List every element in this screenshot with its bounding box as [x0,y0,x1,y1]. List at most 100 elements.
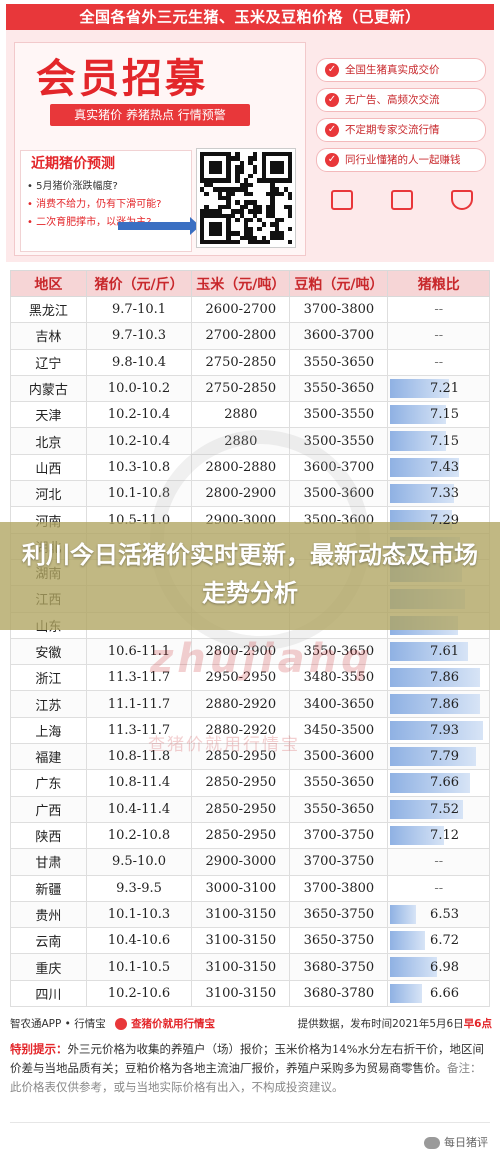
cell-pig-grain-ratio: 7.33 [387,480,490,508]
qr-code[interactable] [196,148,296,248]
ratio-value: 6.98 [430,959,459,975]
ratio-value: 7.12 [430,828,459,844]
table-row: 江苏 11.1-11.7 2880-2920 3400-3650 7.86 [10,690,490,718]
cell-corn-price: 2950-2950 [191,664,291,692]
cell-corn-price: 2850-2950 [191,821,291,850]
cell-corn-price: 3100-3150 [191,953,291,981]
cell-pig-price: 9.7-10.3 [85,322,193,350]
arrow-icon [118,217,200,235]
cell-pig-price: 11.3-11.7 [85,664,193,692]
cell-pig-grain-ratio: 6.66 [387,979,490,1008]
cell-region: 江苏 [10,690,87,718]
cell-corn-price: 2850-2950 [191,743,291,771]
ratio-value: 7.66 [430,775,459,791]
cell-pig-grain-ratio: -- [387,874,490,902]
cell-pig-price: 9.3-9.5 [85,874,193,902]
cell-corn-price: 3100-3150 [191,927,291,955]
table-row: 甘肃 9.5-10.0 2900-3000 3700-3750 -- [10,848,490,876]
special-notice: 特别提示：外三元价格为收集的养殖户（场）报价；玉米价格为14%水分左右折干价，地… [10,1040,492,1097]
forecast-item: • 5月猪价涨跌幅度? [27,181,118,192]
cell-pig-price: 10.1-10.8 [85,480,193,508]
ratio-value: 6.72 [430,933,459,949]
ratio-bar [390,484,455,504]
cell-soymeal-price: 3600-3700 [289,322,389,350]
ratio-value: 7.43 [430,459,459,475]
ratio-bar [390,799,464,819]
ratio-bar [390,405,446,425]
ratio-value: 7.61 [430,644,459,659]
cell-pig-grain-ratio: 7.86 [387,690,490,718]
table-row: 北京 10.2-10.4 2880 3500-3550 7.15 [10,427,490,455]
cell-pig-price: 10.4-11.4 [85,795,193,823]
cell-soymeal-price: 3500-3550 [289,401,389,429]
divider [10,1122,490,1123]
cell-region: 河北 [10,480,87,508]
cell-soymeal-price: 3500-3600 [289,480,389,508]
table-row: 河北 10.1-10.8 2800-2900 3500-3600 7.33 [10,480,490,508]
table-row: 辽宁 9.8-10.4 2750-2850 3550-3650 -- [10,348,490,376]
ratio-value: 7.33 [430,486,459,502]
cell-region: 北京 [10,427,87,455]
ratio-bar [390,378,449,399]
table-row: 内蒙古 10.0-10.2 2750-2850 3550-3650 7.21 [10,374,490,403]
article-title: 利川今日活猪价实时更新，最新动态及市场走势分析 [22,541,478,607]
table-row: 天津 10.2-10.4 2880 3500-3550 7.15 [10,401,490,429]
col-header-pig-grain-ratio: 猪粮比 [387,270,490,297]
shield-icon [442,190,482,213]
ratio-value: 7.93 [430,722,459,738]
benefit-item: ✓ 不定期专家交流行情 [316,118,486,142]
ratio-bar [390,457,460,478]
forecast-title: 近期猪价预测 [31,156,115,172]
cell-pig-price: 10.2-10.6 [85,979,193,1008]
table-row: 安徽 10.6-11.1 2800-2900 3550-3650 7.61 [10,637,490,666]
app-logo-icon [115,1018,128,1030]
table-header-row: 地区 猪价（元/斤） 玉米（元/吨） 豆粕（元/吨） 猪粮比 [10,270,490,297]
ratio-value: 6.53 [430,906,459,922]
ratio-value: 7.79 [430,749,459,765]
cell-corn-price: 3100-3150 [191,979,291,1008]
member-promo-banner[interactable]: 会员招募 真实猪价 养猪热点 行情预警 近期猪价预测 • 5月猪价涨跌幅度? •… [6,30,494,262]
price-table: 地区 猪价（元/斤） 玉米（元/吨） 豆粕（元/吨） 猪粮比 黑龙江 9.7-10… [10,270,490,1008]
ratio-value: 7.15 [430,407,459,423]
cell-soymeal-price: 3650-3750 [289,900,389,929]
ratio-bar [390,668,480,688]
cell-pig-grain-ratio: -- [387,848,490,876]
notice-disclaimer: 备注：此价格表仅供参考，或与当地实际价格有出入，不构成投资建议。 [10,1061,482,1094]
cell-soymeal-price: 3700-3750 [289,821,389,850]
cell-corn-price: 2900-3000 [191,848,291,876]
ratio-bar [390,825,445,846]
col-header-pig-price: 猪价（元/斤） [85,270,193,297]
table-row: 黑龙江 9.7-10.1 2600-2700 3700-3800 -- [10,295,490,324]
cell-soymeal-price: 3550-3650 [289,795,389,823]
ratio-value: 7.29 [430,512,459,528]
table-row: 广东 10.8-11.4 2850-2950 3550-3650 7.66 [10,769,490,797]
cell-pig-price: 10.2-10.8 [85,821,193,850]
cell-region: 广西 [10,795,87,823]
cell-region: 新疆 [10,874,87,902]
cell-pig-grain-ratio: 7.61 [387,637,490,666]
ratio-bar [390,720,484,741]
cell-pig-grain-ratio: 7.52 [387,795,490,823]
cell-corn-price: 2880-2920 [191,690,291,718]
cell-soymeal-price: 3550-3650 [289,637,389,666]
table-row: 云南 10.4-10.6 3100-3150 3650-3750 6.72 [10,927,490,955]
cell-pig-grain-ratio: 7.43 [387,453,490,482]
table-row: 广西 10.4-11.4 2850-2950 3550-3650 7.52 [10,795,490,823]
cell-pig-price: 10.2-10.4 [85,427,193,455]
cell-region: 贵州 [10,900,87,929]
cell-corn-price: 2600-2700 [191,295,291,324]
cell-pig-price: 10.8-11.4 [85,769,193,797]
benefit-item: ✓ 同行业懂猪的人一起赚钱 [316,148,486,172]
cell-corn-price: 2850-2950 [191,795,291,823]
cell-corn-price: 3100-3150 [191,900,291,929]
cell-region: 浙江 [10,664,87,692]
table-row: 山西 10.3-10.8 2800-2880 3600-3700 7.43 [10,453,490,482]
wechat-source[interactable]: 每日猪评 [424,1134,488,1150]
cell-region: 云南 [10,927,87,955]
table-row: 贵州 10.1-10.3 3100-3150 3650-3750 6.53 [10,900,490,929]
cell-pig-price: 10.1-10.3 [85,900,193,929]
notice-label: 特别提示： [10,1042,68,1056]
cell-region: 黑龙江 [10,295,87,324]
cell-soymeal-price: 3600-3700 [289,453,389,482]
